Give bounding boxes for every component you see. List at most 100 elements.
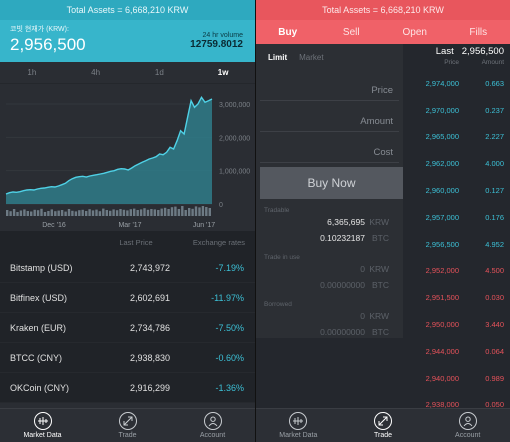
price-chart[interactable]: 3,000,000 2,000,000 1,000,000 0 Dec '16 Mar '… <box>0 84 255 231</box>
trade-tabs: Buy Sell Open Fills <box>256 20 510 44</box>
volume-bar <box>54 211 57 216</box>
ask-amount: 4.000 <box>485 159 504 169</box>
bid-row[interactable]: 2,944,000 0.064 <box>403 338 510 365</box>
tab-fills[interactable]: Fills <box>469 26 488 38</box>
volume-bar <box>88 209 91 216</box>
volume-bar <box>136 210 139 216</box>
timeframe-1h[interactable]: 1h <box>27 68 37 77</box>
last-price-header: Last Price <box>119 237 153 247</box>
borrowed-krw-value: 0 <box>360 311 365 321</box>
total-assets-bar: Total Assets = 6,668,210 KRW <box>256 0 510 20</box>
exchange-row[interactable]: Bitstamp (USD) 2,743,972 -7.19% <box>0 253 255 283</box>
price-placeholder: Price <box>371 85 393 96</box>
nav-label: Account <box>199 432 226 439</box>
borrowed-title: Borrowed <box>264 301 292 308</box>
volume-bar <box>30 211 33 216</box>
volume-bar <box>198 207 201 216</box>
exchange-name: OKCoin (CNY) <box>10 382 70 393</box>
price-column-header: Price <box>444 59 459 66</box>
bottom-nav: Market Data Trade Account <box>256 408 510 442</box>
ask-row[interactable]: 2,962,000 4.000 <box>403 150 510 177</box>
volume-bar <box>170 207 174 216</box>
trade-icon <box>118 412 137 430</box>
ask-row[interactable]: 2,970,000 0.237 <box>403 97 510 124</box>
ask-row[interactable]: 2,965,000 2.227 <box>403 124 510 151</box>
exchange-price: 2,743,972 <box>129 262 170 273</box>
bid-row[interactable]: 2,940,000 0.989 <box>403 365 510 392</box>
mode-market[interactable]: Market <box>299 52 324 62</box>
volume-bar <box>160 208 163 216</box>
trade-icon <box>374 412 392 430</box>
ask-price: 2,960,000 <box>425 186 459 196</box>
nav-trade[interactable]: Trade <box>341 409 426 442</box>
order-form: Limit Market Price Amount Cost Buy Now T… <box>256 44 403 338</box>
volume-bar <box>201 206 205 216</box>
bid-row[interactable]: 2,938,000 0.050 <box>403 392 510 419</box>
tab-sell[interactable]: Sell <box>342 26 360 38</box>
exchange-row[interactable]: Kraken (EUR) 2,734,786 -7.50% <box>0 313 255 343</box>
currency-krw: KRW <box>369 264 389 274</box>
volume-bar <box>174 206 177 216</box>
bid-price: 2,950,000 <box>425 320 459 330</box>
ask-amount: 0.237 <box>485 105 504 115</box>
volume-bar <box>23 209 26 216</box>
in-use-btc: 0.00000000 BTC <box>256 277 403 293</box>
exchange-row[interactable]: OKCoin (CNY) 2,916,299 -1.36% <box>0 373 255 403</box>
bid-row[interactable]: 2,950,000 3.440 <box>403 311 510 338</box>
exchange-row[interactable]: BTCC (CNY) 2,938,830 -0.60% <box>0 343 255 373</box>
tradable-krw: 6,365,695 KRW <box>256 214 403 230</box>
volume-bar <box>85 211 88 216</box>
nav-market-data[interactable]: Market Data <box>0 409 85 442</box>
price-field[interactable]: Price <box>260 70 399 101</box>
amount-field[interactable]: Amount <box>260 101 399 132</box>
ask-price: 2,962,000 <box>425 159 459 169</box>
market-data-icon <box>33 412 52 430</box>
volume-bar <box>184 210 187 216</box>
exchange-row[interactable]: Bitfinex (USD) 2,602,691 -11.97% <box>0 283 255 313</box>
timeframe-4h[interactable]: 4h <box>91 68 101 77</box>
volume-bar <box>57 210 60 216</box>
bid-amount: 3.440 <box>485 320 504 330</box>
volume-bar <box>50 209 53 216</box>
exchange-rate: -11.97% <box>211 292 244 303</box>
ask-price: 2,957,000 <box>425 212 459 222</box>
volume-bar <box>81 209 84 216</box>
x-tick-label: Jun '17 <box>193 222 215 229</box>
volume-bar <box>40 208 43 216</box>
volume-bar <box>26 211 29 216</box>
ask-row[interactable]: 2,974,000 0.663 <box>403 70 510 97</box>
ask-row[interactable]: 2,960,000 0.127 <box>403 177 510 204</box>
nav-market-data[interactable]: Market Data <box>256 409 341 442</box>
nav-account[interactable]: Account <box>425 409 510 442</box>
bid-price: 2,938,000 <box>425 400 459 410</box>
price-header: 코빗 현재가 (KRW): 2,956,500 24 hr volume 127… <box>0 20 255 62</box>
buy-now-button[interactable]: Buy Now <box>260 167 403 199</box>
ask-amount: 0.176 <box>485 212 504 222</box>
nav-account[interactable]: Account <box>170 409 255 442</box>
exchange-rates-header: Exchange rates <box>192 237 245 247</box>
bid-amount: 4.500 <box>485 266 504 276</box>
mode-limit[interactable]: Limit <box>268 52 288 62</box>
bid-row[interactable]: 2,952,000 4.500 <box>403 258 510 285</box>
tab-buy[interactable]: Buy <box>278 26 298 38</box>
nav-label: Trade <box>373 432 393 439</box>
nav-trade[interactable]: Trade <box>85 409 170 442</box>
exchange-price: 2,734,786 <box>129 322 170 333</box>
ask-price: 2,974,000 <box>425 78 459 88</box>
volume-bar <box>129 209 132 216</box>
volume-bar <box>112 209 115 216</box>
cost-field[interactable]: Cost <box>260 132 399 163</box>
bid-row[interactable]: 2,951,500 0.030 <box>403 284 510 311</box>
volume-bar <box>95 209 98 216</box>
ask-row[interactable]: 2,956,500 4.952 <box>403 231 510 258</box>
tab-open[interactable]: Open <box>402 26 427 38</box>
volume-bar <box>78 210 81 216</box>
volume-bar <box>167 209 170 216</box>
volume-bar <box>33 209 36 216</box>
timeframe-1w[interactable]: 1w <box>217 68 229 77</box>
screen-divider <box>255 0 256 442</box>
volume-bar <box>19 210 23 216</box>
exchange-rate: -7.50% <box>215 322 244 333</box>
ask-row[interactable]: 2,957,000 0.176 <box>403 204 510 231</box>
timeframe-1d[interactable]: 1d <box>154 68 164 77</box>
